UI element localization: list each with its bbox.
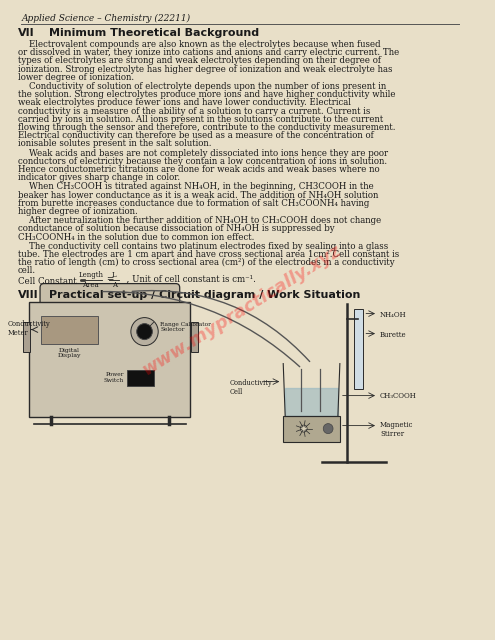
Text: lower degree of ionization.: lower degree of ionization. (18, 73, 134, 82)
Text: Hence conductometric titrations are done for weak acids and weak bases where no: Hence conductometric titrations are done… (18, 165, 379, 174)
Text: Burette: Burette (380, 331, 406, 339)
Bar (353, 308, 363, 388)
Bar (23, 321, 30, 351)
Text: Practical set-up / Circuit diagram / Work Situation: Practical set-up / Circuit diagram / Wor… (49, 289, 360, 300)
Bar (192, 321, 198, 351)
Text: the ratio of length (cm) to cross sectional area (cm²) of the electrodes in a co: the ratio of length (cm) to cross sectio… (18, 258, 394, 268)
Text: Range Calibrator
Selector: Range Calibrator Selector (160, 321, 211, 332)
Text: Weak acids and bases are not completely dissociated into ions hence they are poo: Weak acids and bases are not completely … (18, 148, 388, 157)
FancyBboxPatch shape (40, 284, 180, 310)
Text: L: L (112, 271, 117, 278)
Text: weak electrolytes produce fewer ions and have lower conductivity. Electrical: weak electrolytes produce fewer ions and… (18, 99, 350, 108)
Text: conductance of solution because dissociation of NH₄OH is suppressed by: conductance of solution because dissocia… (18, 225, 334, 234)
Text: beaker has lower conductance as it is a weak acid. The addition of NH₄OH solutio: beaker has lower conductance as it is a … (18, 191, 378, 200)
Text: carried by ions in solution. All ions present in the solutions contribute to the: carried by ions in solution. All ions pr… (18, 115, 383, 124)
Circle shape (300, 425, 307, 432)
Text: www.mypractically.xyz: www.mypractically.xyz (140, 241, 345, 379)
Bar (29, 301, 191, 417)
Circle shape (137, 324, 152, 340)
Text: cell.: cell. (18, 266, 36, 275)
Text: from burette increases conductance due to formation of salt CH₃COONH₄ having: from burette increases conductance due t… (18, 199, 369, 208)
Text: Conductivity
Meter: Conductivity Meter (8, 319, 50, 337)
Text: After neutralization the further addition of NH₄OH to CH₃COOH does not change: After neutralization the further additio… (18, 216, 381, 225)
Bar (283, 415, 340, 442)
Text: Electrovalent compounds are also known as the electrolytes because when fused: Electrovalent compounds are also known a… (18, 40, 380, 49)
Text: indicator gives sharp change in color.: indicator gives sharp change in color. (18, 173, 180, 182)
Text: ionisable solutes present in the salt solution.: ionisable solutes present in the salt so… (18, 140, 211, 148)
Text: the solution. Strong electrolytes produce more ions and have higher conductivity: the solution. Strong electrolytes produc… (18, 90, 395, 99)
Text: flowing through the sensor and therefore, contribute to the conductivity measure: flowing through the sensor and therefore… (18, 123, 395, 132)
Text: The conductivity cell contains two platinum electrodes fixed by sealing into a g: The conductivity cell contains two plati… (18, 242, 388, 251)
Text: ionization. Strong electrolyte has higher degree of ionization and weak electrol: ionization. Strong electrolyte has highe… (18, 65, 392, 74)
Text: Conductivity of solution of electrolyte depends upon the number of ions present : Conductivity of solution of electrolyte … (18, 82, 386, 91)
Text: Cell Constant =: Cell Constant = (18, 276, 89, 285)
Text: CH₃COONH₄ in the solution due to common ion effect.: CH₃COONH₄ in the solution due to common … (18, 232, 254, 241)
Text: VII: VII (18, 28, 34, 38)
Text: higher degree of ionization.: higher degree of ionization. (18, 207, 137, 216)
Text: Digital
Display: Digital Display (57, 348, 81, 358)
Text: Minimum Theoretical Background: Minimum Theoretical Background (49, 28, 259, 38)
Bar (127, 369, 154, 385)
Text: Power
Switch: Power Switch (104, 372, 124, 383)
Text: A: A (112, 281, 117, 289)
Text: When CH₃COOH is titrated against NH₄OH, in the beginning, CH3COOH in the: When CH₃COOH is titrated against NH₄OH, … (18, 182, 373, 191)
Text: or dissolved in water, they ionize into cations and anions and carry electric cu: or dissolved in water, they ionize into … (18, 48, 399, 57)
Text: VIII: VIII (18, 289, 38, 300)
Circle shape (131, 317, 158, 346)
Text: types of electrolytes are strong and weak electrolytes depending on their degree: types of electrolytes are strong and wea… (18, 56, 381, 65)
Text: Area: Area (83, 281, 99, 289)
Text: Magnetic
Stirrer: Magnetic Stirrer (380, 420, 413, 438)
Text: NH₄OH: NH₄OH (380, 310, 406, 319)
Text: conductivity is a measure of the ability of a solution to carry a current. Curre: conductivity is a measure of the ability… (18, 107, 370, 116)
Text: conductors of electricity because they contain a low concentration of ions in so: conductors of electricity because they c… (18, 157, 387, 166)
Text: Applied Science – Chemistry (22211): Applied Science – Chemistry (22211) (21, 14, 191, 23)
Text: Conductivity
Cell: Conductivity Cell (230, 379, 272, 396)
Text: Length: Length (78, 271, 103, 278)
Text: Electrical conductivity can therefore be used as a measure of the concentration : Electrical conductivity can therefore be… (18, 131, 373, 140)
Text: , Unit of cell constant is cm⁻¹.: , Unit of cell constant is cm⁻¹. (121, 275, 256, 284)
Text: CH₃COOH: CH₃COOH (380, 392, 417, 399)
Bar (41, 316, 98, 344)
Circle shape (323, 424, 333, 433)
Text: =: = (103, 275, 117, 284)
Text: tube. The electrodes are 1 cm apart and have cross sectional area 1cm².Cell cons: tube. The electrodes are 1 cm apart and … (18, 250, 399, 259)
